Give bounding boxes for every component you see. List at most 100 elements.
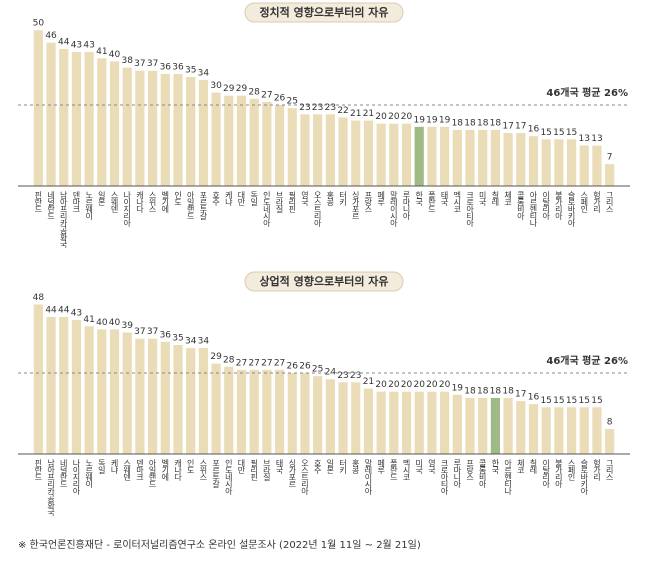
value-label: 25 bbox=[312, 365, 323, 375]
value-label: 21 bbox=[363, 109, 374, 119]
x-tick-label: 말레이시아 bbox=[364, 459, 373, 496]
x-tick-label: 크로아티아 bbox=[465, 191, 474, 228]
bar bbox=[579, 407, 589, 454]
bar bbox=[313, 114, 323, 186]
x-tick-label: 벨기에 bbox=[161, 190, 170, 214]
value-label: 20 bbox=[401, 380, 413, 390]
bar bbox=[389, 123, 399, 186]
x-tick-label: 영국 bbox=[427, 458, 436, 475]
bar bbox=[33, 30, 43, 186]
value-label: 43 bbox=[83, 41, 94, 51]
chart-title: 상업적 영향으로부터의 자유 bbox=[259, 274, 388, 288]
bar bbox=[46, 316, 56, 454]
bar bbox=[351, 382, 361, 454]
value-label: 13 bbox=[591, 134, 602, 144]
x-tick-label: 스페인 bbox=[580, 191, 589, 213]
x-tick-label: 한국 bbox=[414, 191, 423, 207]
value-label: 50 bbox=[33, 19, 45, 29]
value-label: 34 bbox=[185, 337, 197, 347]
x-tick-label: 불가리아 bbox=[554, 190, 563, 221]
x-tick-label: 호주 bbox=[212, 191, 221, 207]
bar bbox=[249, 369, 259, 454]
value-label: 23 bbox=[325, 103, 336, 113]
value-label: 26 bbox=[274, 94, 286, 104]
bar bbox=[160, 341, 170, 454]
x-tick-label: 아일랜드 bbox=[186, 190, 195, 219]
bar bbox=[490, 397, 500, 454]
x-tick-label: 싱가포르 bbox=[351, 190, 360, 219]
value-label: 29 bbox=[236, 84, 248, 94]
x-tick-label: 홍콩 bbox=[326, 190, 335, 206]
x-tick-label: 브라질 bbox=[275, 191, 284, 213]
bar bbox=[33, 304, 43, 454]
bar bbox=[59, 316, 69, 454]
x-tick-label: 슬로바키아 bbox=[567, 190, 576, 228]
bar bbox=[528, 136, 539, 186]
bar bbox=[363, 388, 374, 454]
bar bbox=[338, 117, 348, 186]
average-label: 46개국 평균 26% bbox=[546, 86, 628, 99]
value-label: 20 bbox=[375, 380, 387, 390]
value-label: 36 bbox=[172, 62, 184, 72]
bar bbox=[313, 376, 323, 454]
bar bbox=[274, 369, 285, 454]
x-tick-label: 체코 bbox=[516, 458, 525, 473]
x-tick-label: 독일 bbox=[250, 191, 259, 206]
x-tick-label: 페루 bbox=[377, 458, 386, 475]
value-label: 38 bbox=[121, 56, 133, 66]
value-label: 16 bbox=[528, 393, 540, 403]
value-label: 41 bbox=[96, 47, 107, 57]
bar bbox=[287, 373, 297, 454]
value-label: 48 bbox=[33, 293, 45, 303]
bar bbox=[71, 52, 82, 187]
value-label: 16 bbox=[528, 125, 540, 135]
value-label: 20 bbox=[388, 112, 400, 122]
bar bbox=[224, 366, 234, 454]
x-tick-label: 오스트리아 bbox=[300, 459, 309, 496]
value-label: 46 bbox=[45, 31, 57, 41]
x-tick-label: 콜롬비아 bbox=[516, 191, 525, 221]
bar bbox=[109, 61, 120, 187]
x-tick-label: 캐나다 bbox=[135, 191, 144, 214]
bar bbox=[236, 369, 247, 454]
value-label: 18 bbox=[464, 118, 476, 128]
x-tick-label: 미국 bbox=[478, 191, 487, 207]
bar bbox=[440, 126, 450, 186]
x-tick-label: 스위스 bbox=[199, 459, 208, 480]
bar bbox=[186, 76, 196, 186]
value-label: 19 bbox=[413, 115, 425, 125]
x-tick-label: 터키 bbox=[339, 191, 348, 207]
x-tick-label: 일본 bbox=[97, 191, 106, 206]
x-tick-label: 핀란드 bbox=[34, 459, 43, 480]
bar bbox=[503, 397, 513, 454]
bar bbox=[452, 129, 462, 186]
value-label: 15 bbox=[540, 396, 551, 406]
x-tick-label: 멕시코 bbox=[402, 458, 411, 480]
value-label: 27 bbox=[248, 358, 259, 368]
value-label: 26 bbox=[299, 362, 311, 372]
x-tick-label: 이탈리아 bbox=[541, 458, 550, 489]
value-label: 18 bbox=[477, 118, 489, 128]
value-label: 8 bbox=[607, 418, 613, 428]
x-tick-label: 나이지리아 bbox=[122, 191, 131, 228]
x-tick-label: 아일랜드 bbox=[148, 458, 157, 487]
bar bbox=[401, 123, 412, 186]
x-tick-label: 그리스 bbox=[605, 459, 614, 480]
value-label: 43 bbox=[71, 41, 82, 51]
value-label: 21 bbox=[363, 377, 374, 387]
value-label: 23 bbox=[350, 371, 361, 381]
x-tick-label: 브라질 bbox=[262, 459, 271, 481]
x-tick-label: 프랑스 bbox=[364, 191, 373, 212]
x-tick-label: 대만 bbox=[237, 191, 246, 206]
x-tick-label: 루마니아 bbox=[402, 191, 411, 221]
x-tick-label: 체코 bbox=[504, 190, 513, 205]
bar bbox=[198, 80, 208, 186]
x-tick-label: 인도네시아 bbox=[224, 458, 233, 496]
bar bbox=[325, 379, 335, 454]
value-label: 18 bbox=[464, 386, 476, 396]
x-tick-label: 남아프리카공화국 bbox=[46, 459, 55, 517]
bar bbox=[173, 344, 183, 454]
bar bbox=[605, 164, 615, 186]
bar bbox=[274, 105, 285, 186]
value-label: 37 bbox=[147, 327, 158, 337]
